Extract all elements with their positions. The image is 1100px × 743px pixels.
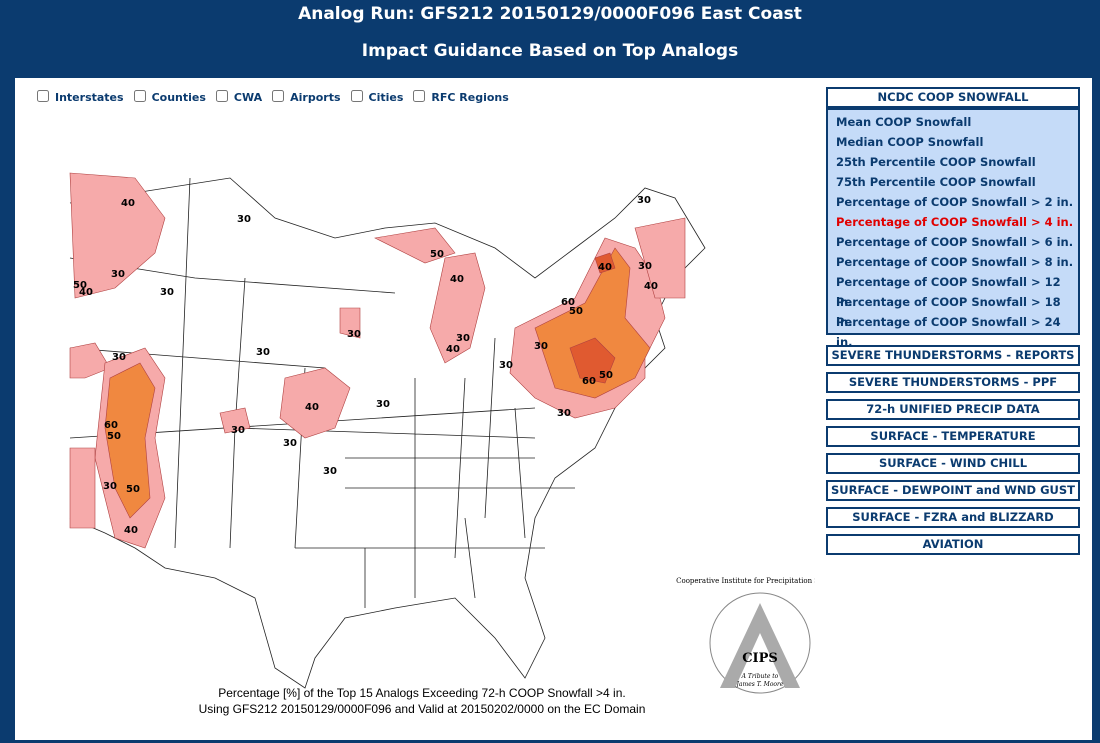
contour-label: 40: [124, 525, 138, 536]
menu-item[interactable]: Mean COOP Snowfall: [836, 115, 972, 129]
menu-item[interactable]: Percentage of COOP Snowfall > 18 in.: [836, 295, 1061, 329]
contour-label: 30: [283, 438, 297, 449]
layer-label: RFC Regions: [431, 91, 509, 104]
header: Analog Run: GFS212 20150129/0000F096 Eas…: [0, 0, 1100, 78]
contour-label: 50: [107, 431, 121, 442]
contour-label: 30: [231, 425, 245, 436]
layer-checkbox[interactable]: [350, 90, 363, 102]
menu-button[interactable]: SURFACE - WIND CHILL: [826, 453, 1080, 474]
menu-button[interactable]: SURFACE - FZRA and BLIZZARD: [826, 507, 1080, 528]
menu-item[interactable]: Percentage of COOP Snowfall > 6 in.: [836, 235, 1074, 249]
layer-label: Cities: [368, 91, 404, 104]
contour-label: 40: [446, 344, 460, 355]
layer-label: Airports: [290, 91, 341, 104]
contour-label: 30: [376, 399, 390, 410]
layer-checkbox[interactable]: [37, 90, 49, 102]
menu-item[interactable]: 25th Percentile COOP Snowfall: [836, 155, 1036, 169]
layer-toggles: Interstates Counties CWA Airports Cities RFC …: [37, 90, 519, 104]
contour-label: 50: [599, 370, 613, 381]
contour-label: 40: [305, 402, 319, 413]
logo-person: James T. Moore: [735, 681, 784, 688]
section-list: SEVERE THUNDERSTORMS - REPORTS SEVERE THU…: [826, 345, 1080, 555]
caption-line: Percentage [%] of the Top 15 Analogs Exc…: [218, 686, 625, 700]
logo-tribute: A Tribute to: [741, 673, 779, 680]
contour-label: 60: [104, 420, 118, 431]
snowfall-list: Mean COOP Snowfall Median COOP Snowfall 25…: [826, 108, 1080, 349]
contour-label: 30: [557, 408, 571, 419]
layer-label: Interstates: [55, 91, 124, 104]
contours: [69, 172, 686, 549]
menu-item[interactable]: Percentage of COOP Snowfall > 8 in.: [836, 255, 1074, 269]
contour-label: 30: [534, 341, 548, 352]
product-menu: NCDC COOP SNOWFALL Mean COOP Snowfall Med…: [826, 87, 1080, 561]
contour-label: 40: [450, 274, 464, 285]
contour-label: 50: [126, 484, 140, 495]
menu-button[interactable]: SEVERE THUNDERSTORMS - PPF: [826, 372, 1080, 393]
menu-item[interactable]: Percentage of COOP Snowfall > 2 in.: [836, 195, 1074, 209]
contour-label: 30: [111, 269, 125, 280]
layer-label: CWA: [233, 91, 263, 104]
menu-heading[interactable]: NCDC COOP SNOWFALL: [826, 87, 1080, 108]
menu-button[interactable]: SEVERE THUNDERSTORMS - REPORTS: [826, 345, 1080, 366]
menu-button[interactable]: AVIATION: [826, 534, 1080, 555]
contour-label: 30: [456, 333, 470, 344]
layer-checkbox[interactable]: [413, 90, 426, 102]
layer-toggle[interactable]: CWA: [215, 90, 263, 104]
contour-label: 50: [73, 280, 87, 291]
menu-button[interactable]: SURFACE - DEWPOINT and WND GUST: [826, 480, 1080, 501]
menu-item[interactable]: Median COOP Snowfall: [836, 135, 984, 149]
contour-label: 40: [79, 287, 93, 298]
contour-label: 30: [112, 352, 126, 363]
layer-checkbox[interactable]: [215, 90, 228, 102]
logo-name: CIPS: [742, 651, 778, 666]
contour-label: 30: [160, 287, 174, 298]
page-subtitle: Impact Guidance Based on Top Analogs: [361, 41, 739, 61]
page-title: Analog Run: GFS212 20150129/0000F096 Eas…: [298, 4, 802, 24]
menu-button[interactable]: 72-h UNIFIED PRECIP DATA: [826, 399, 1080, 420]
contour-label: 40: [644, 281, 658, 292]
logo-institute: Cooperative Institute for Precipitation …: [676, 577, 815, 585]
panel: 40 30 30 50 40 30 50 40 30 30 40 40 60 50 30 30 30 40 30 30…: [15, 78, 1092, 740]
menu-item[interactable]: 75th Percentile COOP Snowfall: [836, 175, 1036, 189]
contour-label: 30: [638, 261, 652, 272]
caption-line: Using GFS212 20150129/0000F096 and Valid…: [199, 702, 646, 716]
contour-label: 30: [237, 214, 251, 225]
contour-label: 30: [347, 329, 361, 340]
contour-label: 60: [561, 297, 575, 308]
contour-label: 50: [430, 249, 444, 260]
contour-label: 30: [323, 466, 337, 477]
contour-label: 30: [103, 481, 117, 492]
contour-label: 30: [256, 347, 270, 358]
layer-checkbox[interactable]: [272, 90, 285, 102]
layer-label: Counties: [151, 91, 206, 104]
contour-label: 30: [499, 360, 513, 371]
contour-label: 40: [598, 262, 612, 273]
menu-item[interactable]: Percentage of COOP Snowfall > 4 in.: [836, 215, 1074, 229]
layer-checkbox[interactable]: [133, 90, 146, 102]
menu-button[interactable]: SURFACE - TEMPERATURE: [826, 426, 1080, 447]
layer-toggle[interactable]: Interstates: [37, 90, 124, 104]
layer-toggle[interactable]: Cities: [350, 90, 404, 104]
layer-toggle[interactable]: Counties: [133, 90, 206, 104]
layer-toggle[interactable]: Airports: [272, 90, 341, 104]
contour-label: 30: [637, 195, 651, 206]
contour-label: 60: [582, 376, 596, 387]
cips-logo: Cooperative Institute for Precipitation …: [676, 577, 815, 694]
contour-label: 40: [121, 198, 135, 209]
menu-item[interactable]: Percentage of COOP Snowfall > 12 in.: [836, 275, 1061, 309]
contour-label: 50: [569, 306, 583, 317]
menu-item[interactable]: Percentage of COOP Snowfall > 24 in.: [836, 315, 1061, 349]
layer-toggle[interactable]: RFC Regions: [413, 90, 509, 104]
